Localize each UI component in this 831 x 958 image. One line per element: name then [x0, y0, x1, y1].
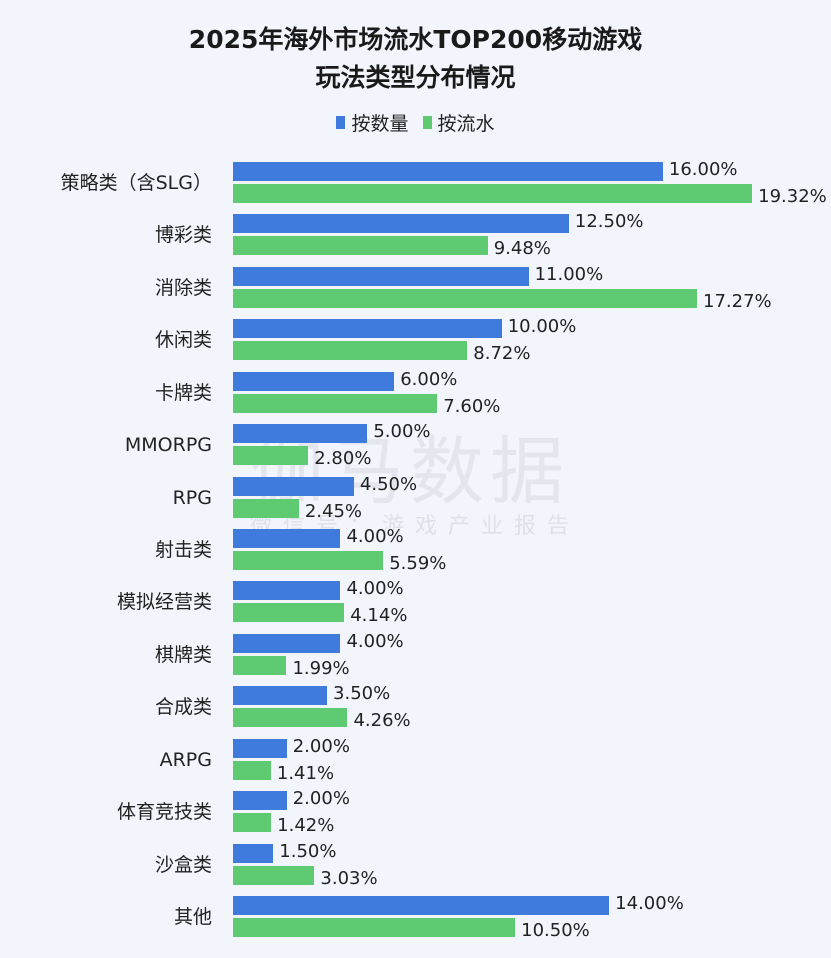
data-label: 4.26%	[353, 710, 411, 732]
chart-subtitle: 玩法类型分布情况	[315, 63, 516, 92]
data-label: 3.50%	[333, 683, 391, 705]
bar-count	[233, 581, 341, 601]
data-label: 10.50%	[521, 920, 590, 942]
bar-revenue	[233, 551, 384, 570]
data-label: 1.42%	[277, 815, 335, 837]
legend-item-count: 按数量	[336, 109, 409, 136]
category-label: 策略类（含SLG）	[60, 172, 212, 194]
data-label: 4.00%	[346, 578, 404, 600]
bar-revenue	[233, 446, 309, 466]
bar-revenue	[233, 498, 299, 518]
data-label: 4.00%	[346, 526, 404, 547]
bar-count	[233, 791, 287, 811]
chart-title: 2025年海外市场流水TOP200移动游戏	[188, 25, 643, 54]
bar-count	[233, 476, 354, 496]
data-label: 10.00%	[507, 316, 577, 338]
category-label: 棋牌类	[154, 643, 212, 666]
data-label: 2.80%	[314, 448, 372, 470]
data-label: 1.50%	[279, 840, 337, 862]
bar-count	[233, 162, 663, 181]
data-label: 7.60%	[443, 395, 501, 417]
data-label: 5.00%	[373, 421, 431, 443]
data-label: 2.45%	[304, 500, 363, 522]
legend-swatch-blue	[336, 116, 346, 129]
category-label: 消除类	[154, 276, 212, 299]
bar-revenue	[233, 865, 315, 885]
data-label: 11.00%	[534, 263, 604, 285]
category-label: 射击类	[154, 539, 212, 561]
data-label: 6.00%	[400, 368, 458, 390]
bar-revenue	[233, 236, 488, 256]
bar-count	[233, 896, 610, 916]
bar-revenue	[233, 341, 468, 361]
category-label: 沙盒类	[154, 853, 212, 876]
category-label: 体育竞技类	[116, 801, 212, 824]
bar-revenue	[233, 393, 438, 413]
bar-count	[233, 686, 328, 706]
bar-count	[233, 214, 569, 234]
data-label: 14.00%	[615, 893, 684, 915]
data-label: 12.50%	[574, 211, 644, 233]
bar-revenue	[233, 655, 287, 675]
legend-swatch-green	[422, 116, 432, 129]
category-label: 其他	[173, 906, 212, 929]
data-label: 4.50%	[359, 473, 418, 495]
bar-revenue	[233, 184, 753, 203]
bar-revenue	[233, 918, 516, 938]
bar-count	[233, 529, 341, 548]
data-label: 1.99%	[292, 657, 350, 679]
bar-count	[233, 266, 529, 286]
bar-revenue	[233, 813, 272, 833]
bar-count	[233, 319, 502, 339]
category-label: RPG	[172, 486, 212, 509]
category-label: ARPG	[159, 748, 212, 771]
legend: 按数量 按流水	[0, 109, 831, 136]
data-label: 9.48%	[493, 238, 551, 260]
bar-count	[233, 424, 368, 444]
category-label: 卡牌类	[154, 381, 212, 404]
bar-count	[233, 843, 274, 863]
data-label: 3.03%	[320, 867, 378, 889]
bar-count	[233, 371, 395, 391]
data-label: 19.32%	[758, 186, 827, 207]
bar-count	[233, 633, 341, 653]
data-label: 2.00%	[292, 735, 350, 757]
data-label: 17.27%	[703, 290, 772, 312]
legend-label: 按数量	[351, 113, 409, 135]
bar-count	[233, 738, 287, 758]
bar-revenue	[233, 708, 348, 728]
watermark-logo: 伽马数据	[250, 429, 570, 515]
data-label: 2.00%	[292, 788, 350, 810]
data-label: 8.72%	[473, 343, 531, 365]
data-label: 4.14%	[350, 605, 408, 627]
bar-revenue	[233, 603, 345, 623]
bar-revenue	[233, 288, 698, 308]
data-label: 4.00%	[346, 630, 404, 652]
data-label: 16.00%	[668, 159, 738, 180]
category-label: 合成类	[154, 696, 212, 719]
category-label: MMORPG	[124, 434, 212, 457]
bar-revenue	[233, 760, 271, 780]
category-label: 博彩类	[154, 224, 212, 247]
legend-label: 按流水	[437, 113, 495, 135]
data-label: 1.41%	[276, 762, 335, 784]
data-label: 5.59%	[389, 553, 447, 574]
category-label: 休闲类	[154, 329, 212, 352]
category-label: 模拟经营类	[116, 591, 212, 614]
legend-item-revenue: 按流水	[422, 109, 495, 136]
